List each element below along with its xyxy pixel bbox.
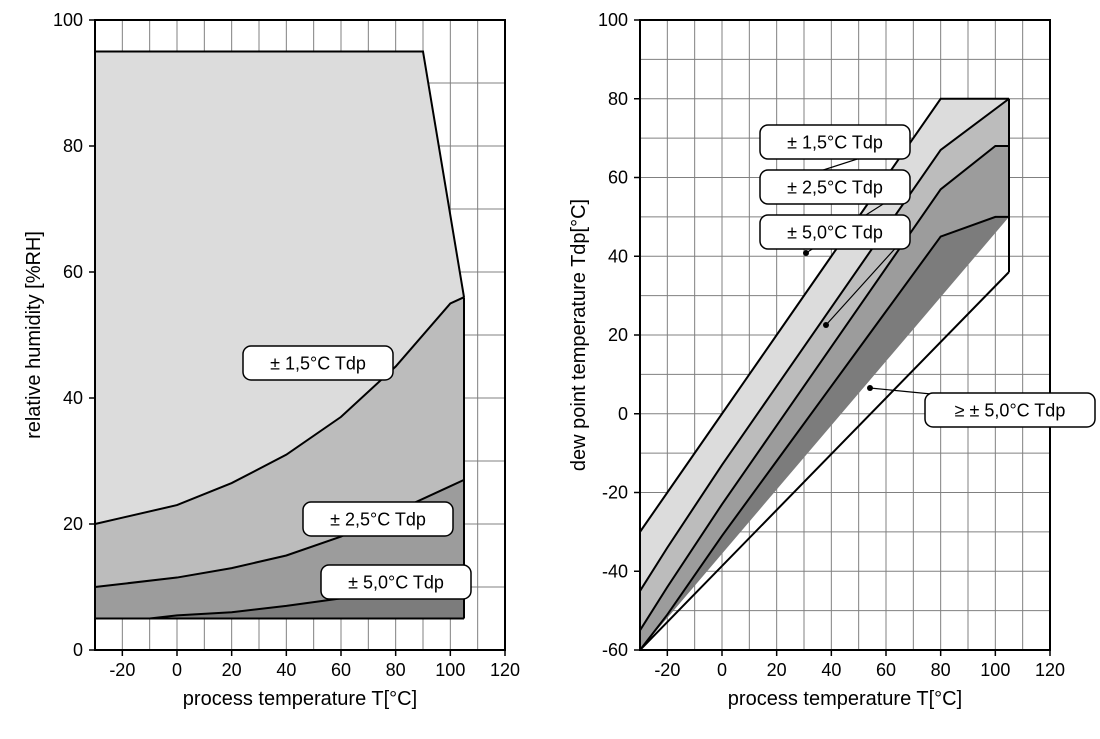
left-chart: -20 0 20 40 60 80 100 120 0 20 40 60 80 100 process te…	[23, 10, 520, 710]
ytick-label: 0	[73, 640, 83, 660]
callout-label: ± 2,5°C Tdp	[330, 509, 426, 529]
y-axis-label: dew point temperature Tdp[°C]	[568, 199, 590, 471]
y-axis-label: relative humidity [%RH]	[23, 231, 45, 439]
ytick-label: 0	[618, 404, 628, 424]
xtick-label: 60	[876, 660, 896, 680]
xtick-label: 20	[767, 660, 787, 680]
xtick-label: 80	[386, 660, 406, 680]
callout-leader-dot	[867, 385, 873, 391]
ytick-label: 80	[63, 136, 83, 156]
xtick-label: 40	[276, 660, 296, 680]
ytick-label: -20	[602, 483, 628, 503]
xtick-label: 0	[717, 660, 727, 680]
two-panel-chart: -20 0 20 40 60 80 100 120 0 20 40 60 80 100 process te…	[0, 0, 1100, 739]
x-axis-label: process temperature T[°C]	[183, 688, 417, 710]
callout-label: ± 1,5°C Tdp	[787, 132, 883, 152]
ytick-label: -60	[602, 640, 628, 660]
xtick-label: 80	[931, 660, 951, 680]
callout-leader-dot	[823, 322, 829, 328]
xtick-label: 100	[980, 660, 1010, 680]
xtick-label: -20	[109, 660, 135, 680]
callout-leader-dot	[803, 250, 809, 256]
callout-label: ± 1,5°C Tdp	[270, 353, 366, 373]
ytick-label: 80	[608, 89, 628, 109]
ytick-label: 100	[53, 10, 83, 30]
x-axis-label: process temperature T[°C]	[728, 688, 962, 710]
ytick-label: 20	[608, 325, 628, 345]
figure: -20 0 20 40 60 80 100 120 0 20 40 60 80 100 process te…	[0, 0, 1100, 739]
ytick-label: 60	[608, 168, 628, 188]
xtick-label: 0	[172, 660, 182, 680]
ytick-label: 20	[63, 514, 83, 534]
xtick-label: 100	[435, 660, 465, 680]
callout-label: ≥ ± 5,0°C Tdp	[955, 400, 1066, 420]
xtick-label: 120	[1035, 660, 1065, 680]
ytick-label: 40	[63, 388, 83, 408]
callout-label: ± 5,0°C Tdp	[348, 572, 444, 592]
callout-label: ± 2,5°C Tdp	[787, 177, 883, 197]
ytick-label: 40	[608, 246, 628, 266]
callout-label: ± 5,0°C Tdp	[787, 222, 883, 242]
xtick-label: 20	[222, 660, 242, 680]
xtick-label: -20	[654, 660, 680, 680]
xtick-label: 120	[490, 660, 520, 680]
ytick-label: -40	[602, 561, 628, 581]
ytick-label: 100	[598, 10, 628, 30]
xtick-label: 40	[821, 660, 841, 680]
right-chart: -20 0 20 40 60 80 100 120 -60 -40 -20 0 20 40 60 80 100 p…	[568, 10, 1095, 710]
xtick-label: 60	[331, 660, 351, 680]
ytick-label: 60	[63, 262, 83, 282]
